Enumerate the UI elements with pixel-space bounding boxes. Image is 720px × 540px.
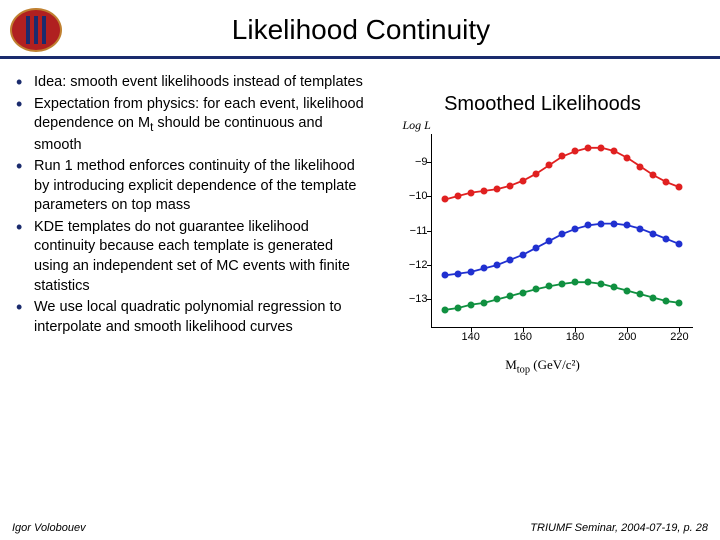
marker-green: [598, 280, 605, 287]
footer: Igor Volobouev TRIUMF Seminar, 2004-07-1…: [12, 522, 708, 534]
page-title: Likelihood Continuity: [62, 14, 710, 46]
marker-green: [650, 294, 657, 301]
marker-green: [454, 305, 461, 312]
y-tick-label: −13: [400, 293, 428, 305]
marker-green: [506, 292, 513, 299]
marker-blue: [572, 225, 579, 232]
x-tick-label: 220: [670, 331, 688, 343]
marker-green: [519, 289, 526, 296]
marker-green: [467, 301, 474, 308]
marker-red: [441, 196, 448, 203]
chart: Log L −9−10−11−12−13 140160180200220 Mto…: [383, 124, 703, 354]
marker-blue: [611, 220, 618, 227]
marker-red: [519, 177, 526, 184]
marker-red: [532, 170, 539, 177]
bullet-list: Idea: smooth event likelihoods instead o…: [10, 73, 365, 337]
marker-blue: [480, 265, 487, 272]
marker-blue: [454, 270, 461, 277]
marker-blue: [545, 237, 552, 244]
marker-green: [585, 279, 592, 286]
marker-blue: [532, 244, 539, 251]
x-axis-label: Mtop (GeV/c²): [383, 357, 703, 376]
marker-red: [506, 182, 513, 189]
bullet-text: We use local quadratic polynomial regres…: [34, 299, 342, 335]
marker-red: [480, 187, 487, 194]
marker-green: [611, 284, 618, 291]
marker-blue: [650, 230, 657, 237]
list-item: Idea: smooth event likelihoods instead o…: [10, 73, 365, 93]
marker-red: [493, 186, 500, 193]
x-tick-label: 140: [461, 331, 479, 343]
bullet-column: Idea: smooth event likelihoods instead o…: [10, 73, 365, 354]
marker-green: [545, 283, 552, 290]
marker-green: [532, 286, 539, 293]
marker-red: [598, 144, 605, 151]
marker-blue: [585, 222, 592, 229]
header: Likelihood Continuity: [0, 0, 720, 59]
marker-blue: [441, 272, 448, 279]
marker-red: [637, 163, 644, 170]
marker-blue: [663, 236, 670, 243]
marker-blue: [637, 225, 644, 232]
chart-title: Smoothed Likelihoods: [444, 93, 641, 116]
footer-author: Igor Volobouev: [12, 522, 86, 534]
marker-blue: [519, 251, 526, 258]
marker-green: [624, 287, 631, 294]
marker-blue: [559, 230, 566, 237]
marker-red: [663, 179, 670, 186]
cdf-logo-icon: [10, 8, 62, 52]
y-tick-label: −11: [400, 225, 428, 237]
chart-column: Smoothed Likelihoods Log L −9−10−11−12−1…: [375, 73, 710, 354]
x-tick-label: 160: [514, 331, 532, 343]
x-tick-label: 200: [618, 331, 636, 343]
list-item: Expectation from physics: for each event…: [10, 95, 365, 156]
marker-red: [559, 153, 566, 160]
list-item: KDE templates do not guarantee likelihoo…: [10, 218, 365, 296]
y-tick-label: −9: [400, 156, 428, 168]
marker-green: [663, 298, 670, 305]
marker-blue: [506, 256, 513, 263]
marker-blue: [598, 220, 605, 227]
marker-red: [454, 193, 461, 200]
footer-venue: TRIUMF Seminar, 2004-07-19, p. 28: [530, 522, 708, 534]
y-tick-label: −10: [400, 190, 428, 202]
marker-green: [559, 280, 566, 287]
list-item: We use local quadratic polynomial regres…: [10, 298, 365, 337]
y-axis-label: Log L: [403, 118, 431, 133]
bullet-text: Idea: smooth event likelihoods instead o…: [34, 74, 363, 90]
marker-green: [493, 296, 500, 303]
marker-red: [585, 144, 592, 151]
marker-green: [572, 279, 579, 286]
marker-red: [467, 189, 474, 196]
marker-blue: [624, 222, 631, 229]
marker-red: [611, 148, 618, 155]
marker-red: [676, 184, 683, 191]
marker-green: [637, 291, 644, 298]
y-tick-label: −12: [400, 259, 428, 271]
bullet-text: Expectation from physics: for each event…: [34, 96, 364, 153]
marker-green: [441, 306, 448, 313]
marker-green: [480, 299, 487, 306]
marker-red: [545, 162, 552, 169]
marker-blue: [676, 241, 683, 248]
marker-red: [650, 172, 657, 179]
bullet-text: KDE templates do not guarantee likelihoo…: [34, 219, 350, 294]
marker-red: [624, 155, 631, 162]
marker-green: [676, 299, 683, 306]
plot-area: −9−10−11−12−13 140160180200220: [431, 134, 693, 328]
marker-red: [572, 148, 579, 155]
marker-blue: [467, 268, 474, 275]
bullet-text: Run 1 method enforces continuity of the …: [34, 158, 356, 213]
content: Idea: smooth event likelihoods instead o…: [0, 59, 720, 354]
x-tick-label: 180: [566, 331, 584, 343]
marker-blue: [493, 261, 500, 268]
list-item: Run 1 method enforces continuity of the …: [10, 157, 365, 216]
